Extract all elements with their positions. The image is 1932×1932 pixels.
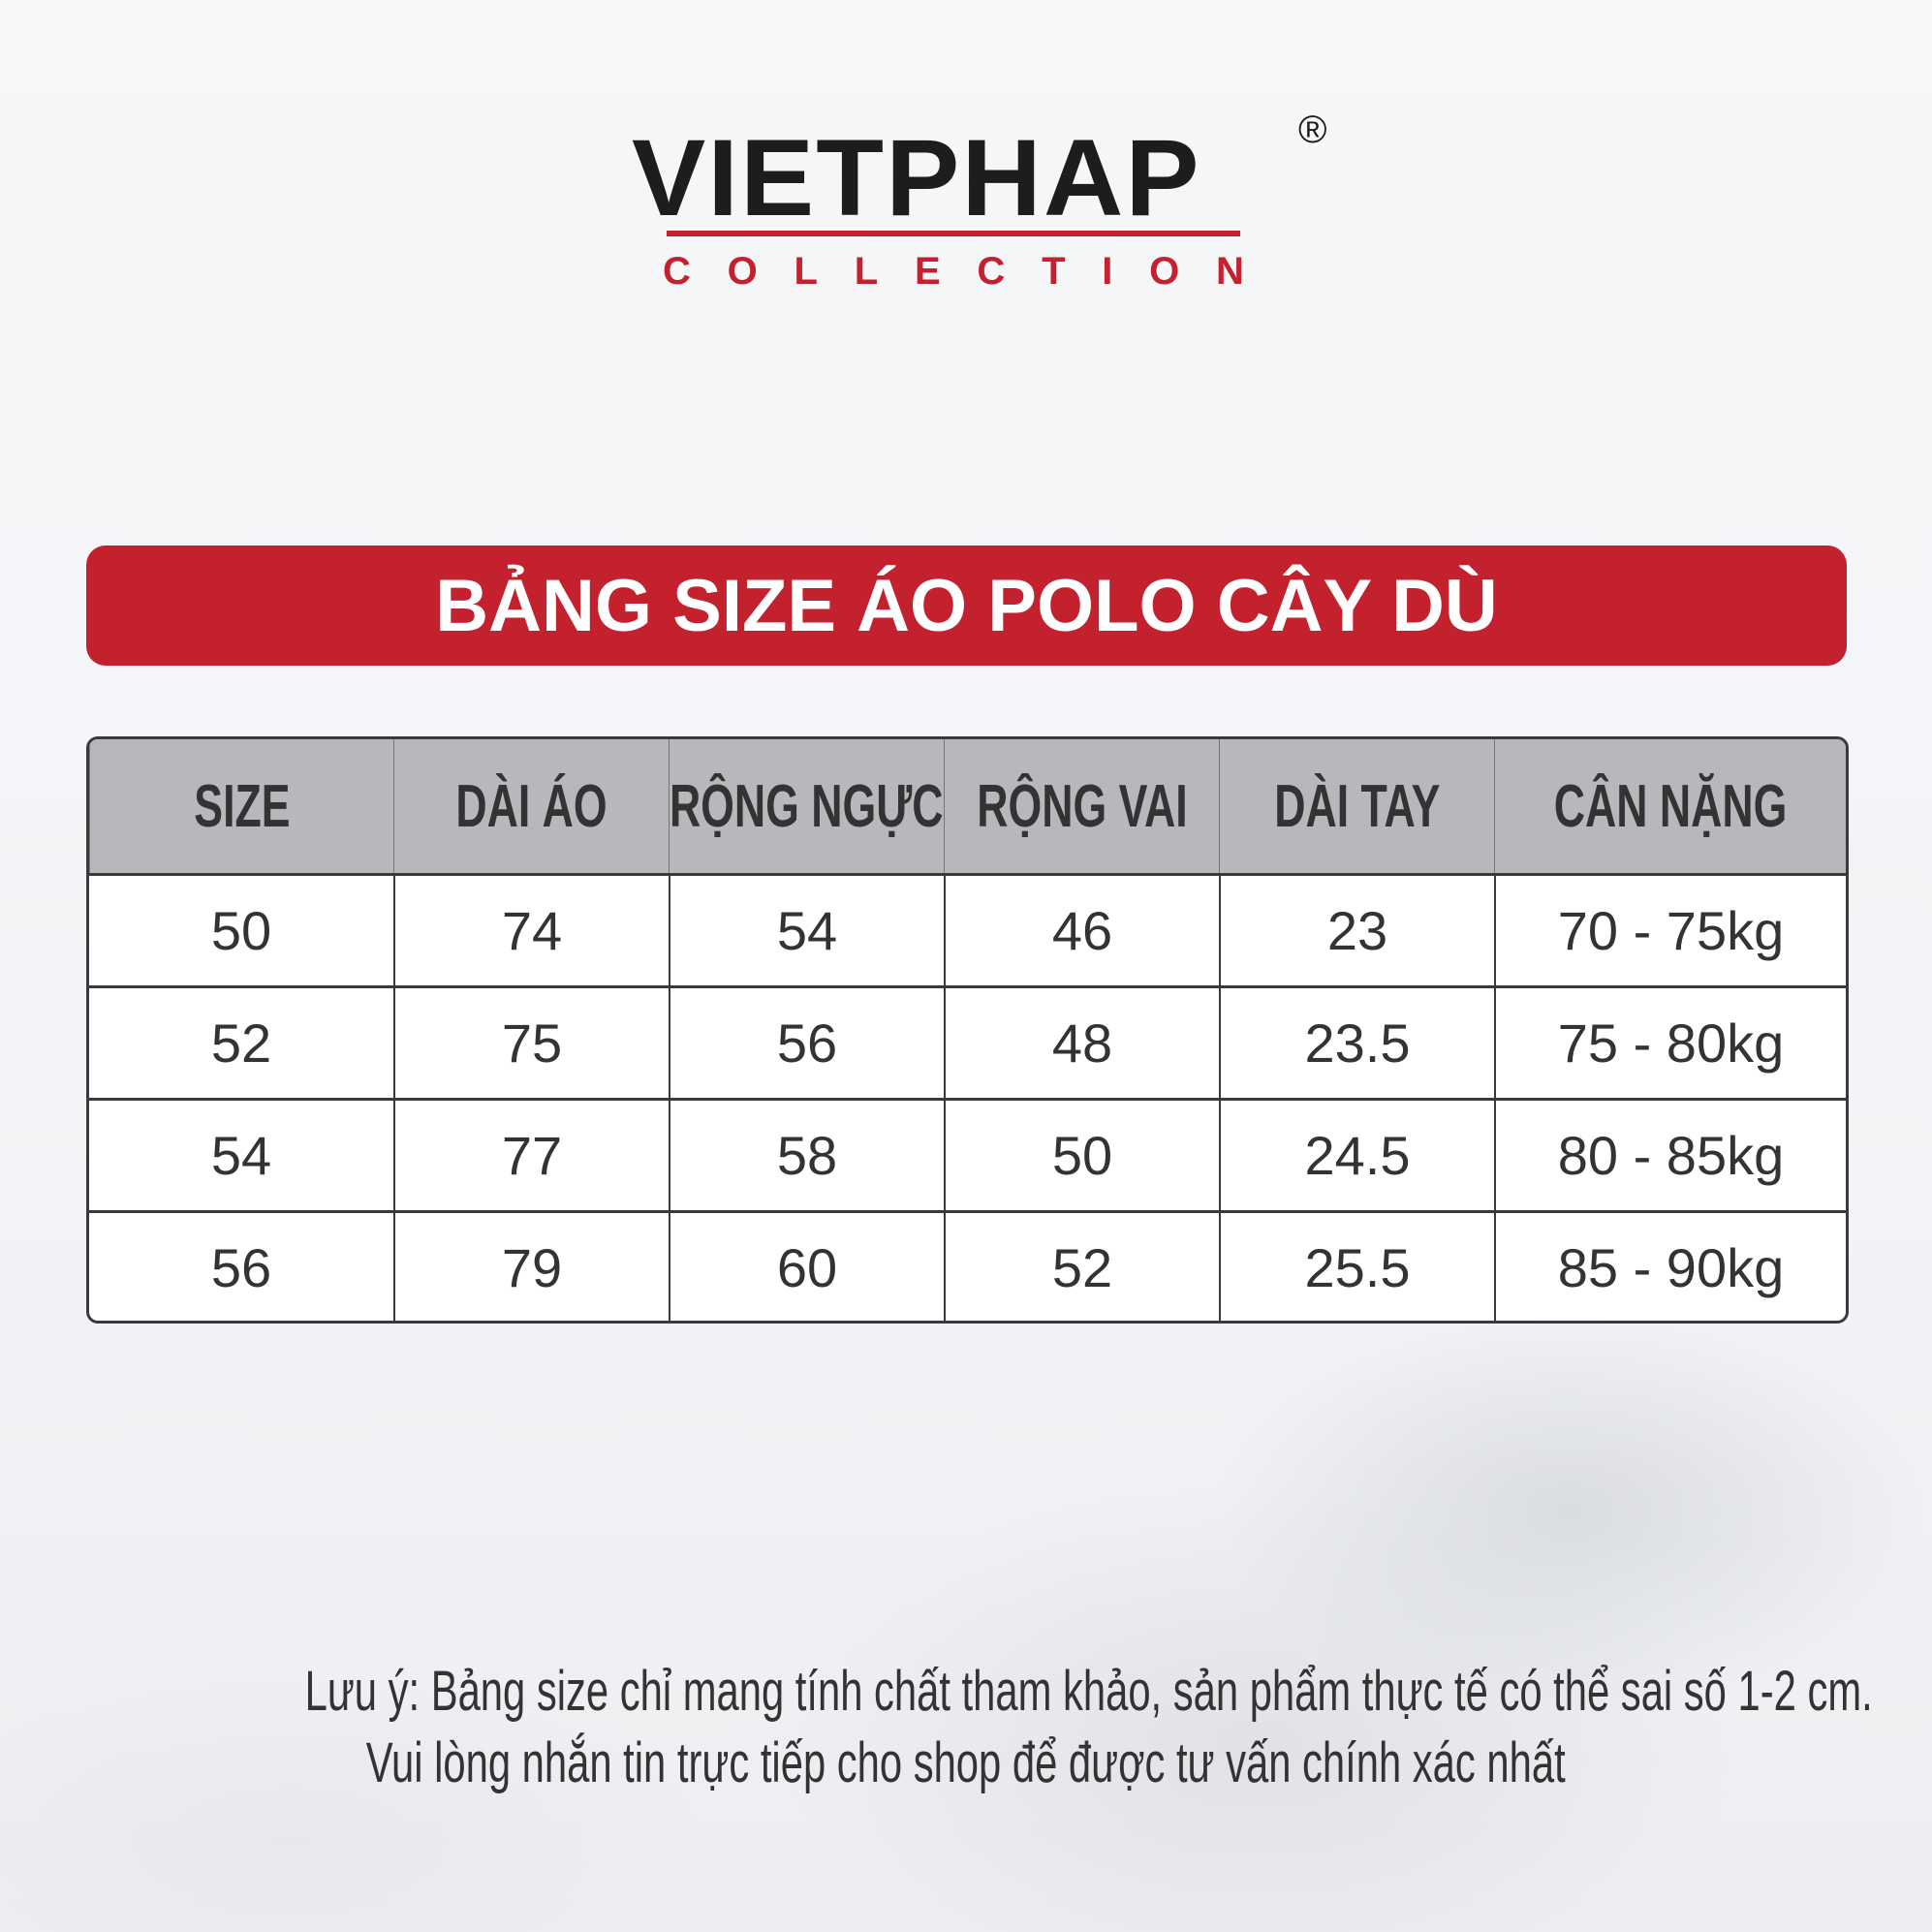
- logo-letter: T: [1042, 250, 1066, 293]
- registered-mark: ®: [1298, 109, 1327, 151]
- column-header: RỘNG VAI: [944, 739, 1219, 873]
- table-cell: 52: [210, 1013, 272, 1074]
- logo-letter: L: [854, 250, 879, 293]
- note-text: Lưu ý: Bảng size chỉ mang tính chất tham…: [304, 1660, 1873, 1723]
- note-text: Vui lòng nhắn tin trực tiếp cho shop để …: [366, 1731, 1566, 1794]
- column-header-label: RỘNG NGỰC: [670, 772, 944, 840]
- page-title: BẢNG SIZE ÁO POLO CÂY DÙ: [435, 564, 1498, 647]
- table-cell: 60: [669, 1213, 944, 1321]
- table-cell: 24.5: [1219, 1101, 1494, 1210]
- table-cell: 50: [210, 900, 272, 961]
- table-row: 54 77 58 50 24.5 80 - 85kg: [89, 1098, 1846, 1210]
- table-cell: 75 - 80kg: [1494, 988, 1846, 1098]
- table-cell: 23.5: [1219, 988, 1494, 1098]
- title-banner: BẢNG SIZE ÁO POLO CÂY DÙ: [86, 545, 1847, 666]
- table-cell: 50: [944, 1101, 1219, 1210]
- column-header: DÀI TAY: [1219, 739, 1494, 873]
- table-cell: 79: [393, 1213, 669, 1321]
- table-row: 56 79 60 52 25.5 85 - 90kg: [89, 1210, 1846, 1321]
- table-cell: 25.5: [1219, 1213, 1494, 1321]
- logo-letter: C: [663, 250, 691, 293]
- table-cell: 52: [944, 1213, 1219, 1321]
- logo-letter: E: [914, 250, 941, 293]
- table-cell: 56: [210, 1237, 272, 1298]
- logo-letter: O: [1149, 250, 1180, 293]
- column-header-label: SIZE: [193, 772, 291, 840]
- table-cell: 46: [944, 876, 1219, 985]
- note-line-2: Vui lòng nhắn tin trực tiếp cho shop để …: [0, 1730, 1932, 1795]
- column-header: RỘNG NGỰC: [669, 739, 944, 873]
- column-header: CÂN NẶNG: [1494, 739, 1846, 873]
- table-cell: 80 - 85kg: [1494, 1101, 1846, 1210]
- table-cell: 85 - 90kg: [1494, 1213, 1846, 1321]
- column-header-label: DÀI ÁO: [455, 772, 608, 840]
- logo-wordmark: VIETPHAP: [632, 117, 1201, 238]
- logo-letter: N: [1216, 250, 1244, 293]
- table-cell: 23: [1219, 876, 1494, 985]
- table-cell: 56: [669, 988, 944, 1098]
- column-header-label: CÂN NẶNG: [1553, 772, 1788, 840]
- table-cell: 48: [944, 988, 1219, 1098]
- table-cell: 70 - 75kg: [1494, 876, 1846, 985]
- logo-letter: O: [727, 250, 758, 293]
- size-table: SIZE DÀI ÁO RỘNG NGỰC RỘNG VAI DÀI TAY CÂN NẶ…: [86, 736, 1849, 1324]
- note-line-1: Lưu ý: Bảng size chỉ mang tính chất tham…: [0, 1659, 1932, 1724]
- logo-letter: L: [794, 250, 818, 293]
- table-cell: 54: [210, 1125, 272, 1186]
- column-header-label: DÀI TAY: [1273, 772, 1441, 840]
- table-cell: 74: [393, 876, 669, 985]
- table-cell: 75: [393, 988, 669, 1098]
- table-cell: 54: [669, 876, 944, 985]
- column-header: DÀI ÁO: [393, 739, 669, 873]
- column-header: SIZE: [89, 739, 393, 873]
- table-cell: 77: [393, 1101, 669, 1210]
- logo-letter: C: [977, 250, 1006, 293]
- table-header-row: SIZE DÀI ÁO RỘNG NGỰC RỘNG VAI DÀI TAY CÂN NẶ…: [89, 739, 1846, 873]
- logo-underline: [667, 231, 1240, 236]
- logo-letter: I: [1102, 250, 1113, 293]
- table-cell: 58: [669, 1101, 944, 1210]
- table-row: 52 75 56 48 23.5 75 - 80kg: [89, 985, 1846, 1098]
- column-header-label: RỘNG VAI: [976, 772, 1188, 840]
- table-row: 50 74 54 46 23 70 - 75kg: [89, 873, 1846, 985]
